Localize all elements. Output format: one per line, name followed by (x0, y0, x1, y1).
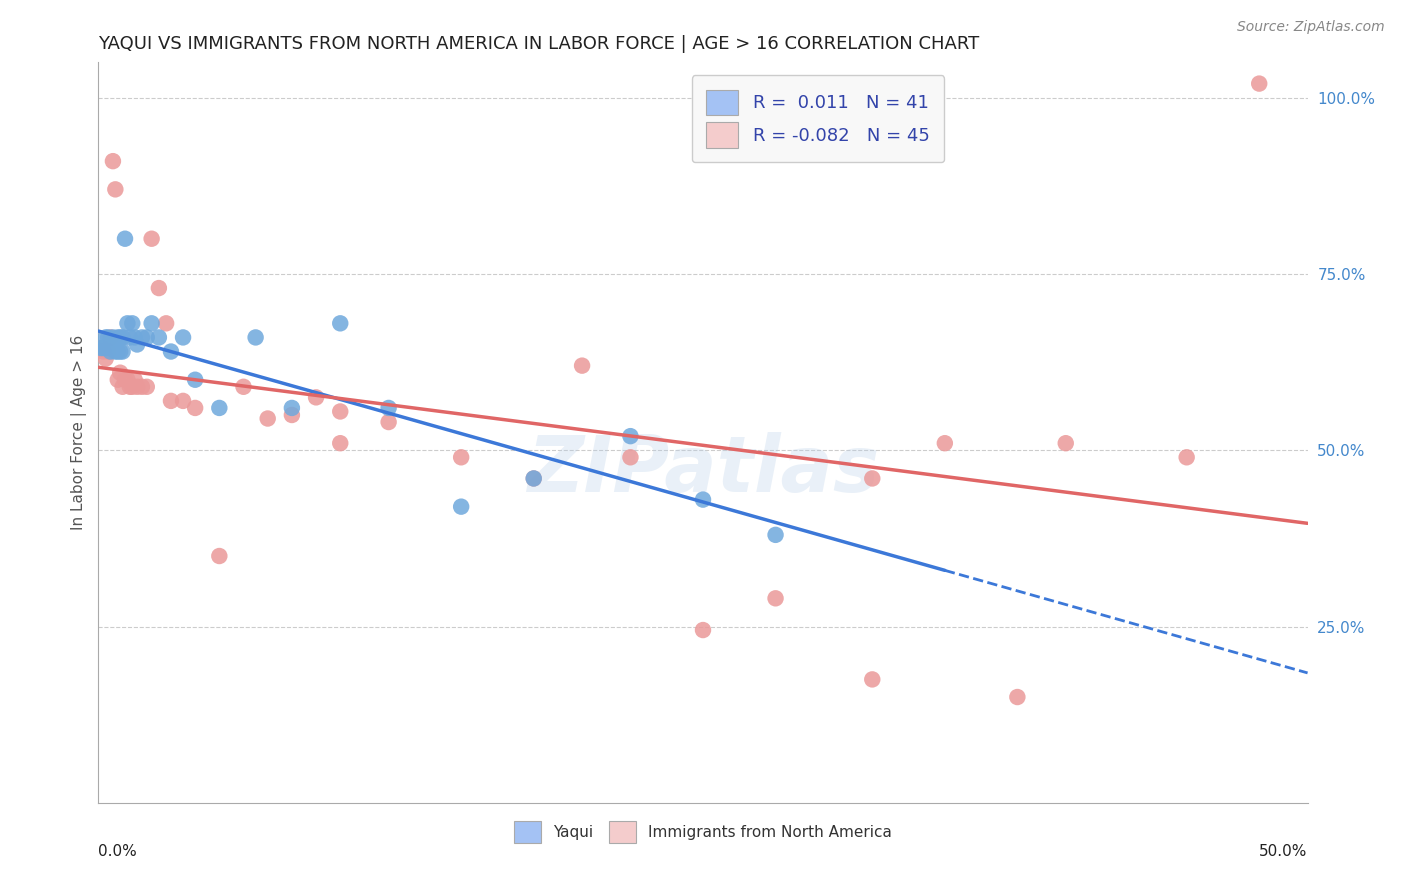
Text: Source: ZipAtlas.com: Source: ZipAtlas.com (1237, 20, 1385, 34)
Point (281, 408, 304, 422)
Point (208, 549, 231, 563)
Point (111, 344, 134, 359)
Point (90, 341, 112, 355)
Point (91, 344, 114, 359)
Point (692, 492, 714, 507)
Point (111, 380, 134, 394)
Point (91, 341, 114, 355)
Text: 50.0%: 50.0% (1260, 844, 1308, 858)
Point (160, 393, 183, 408)
Point (256, 411, 278, 425)
Point (692, 623, 714, 637)
Point (1007, 690, 1029, 704)
Point (94, 351, 117, 366)
Point (101, 154, 124, 169)
Point (90, 341, 112, 355)
Point (124, 373, 146, 387)
Point (1249, 77, 1271, 91)
Point (101, 341, 124, 355)
Point (104, 182, 127, 196)
Point (450, 450, 472, 465)
Point (141, 232, 163, 246)
Text: YAQUI VS IMMIGRANTS FROM NORTH AMERICA IN LABOR FORCE | AGE > 16 CORRELATION CHA: YAQUI VS IMMIGRANTS FROM NORTH AMERICA I… (98, 35, 980, 53)
Point (127, 380, 149, 394)
Point (523, 471, 546, 485)
Point (104, 334, 127, 348)
Point (117, 373, 139, 387)
Point (100, 330, 122, 344)
Point (329, 316, 352, 330)
Point (94, 341, 117, 355)
Text: 0.0%: 0.0% (98, 844, 138, 858)
Point (101, 330, 124, 344)
Point (619, 450, 641, 465)
Point (121, 380, 143, 394)
Point (160, 344, 183, 359)
Point (523, 471, 546, 485)
Legend: Yaqui, Immigrants from North America: Yaqui, Immigrants from North America (506, 814, 900, 851)
Point (172, 330, 194, 344)
Point (377, 401, 399, 415)
Point (97, 344, 120, 359)
Point (860, 471, 883, 485)
Point (619, 429, 641, 443)
Point (100, 344, 122, 359)
Point (184, 373, 207, 387)
Point (1054, 436, 1077, 450)
Y-axis label: In Labor Force | Age > 16: In Labor Force | Age > 16 (72, 335, 87, 530)
Point (141, 316, 163, 330)
Point (329, 436, 352, 450)
Point (377, 415, 399, 429)
Point (305, 390, 328, 404)
Point (97, 330, 120, 344)
Point (571, 359, 593, 373)
Point (117, 316, 139, 330)
Point (232, 380, 254, 394)
Point (118, 380, 141, 394)
Point (111, 330, 134, 344)
Point (135, 380, 157, 394)
Point (1175, 450, 1198, 465)
Point (94, 330, 117, 344)
Point (107, 330, 129, 344)
Point (108, 366, 131, 380)
Point (131, 380, 153, 394)
Point (184, 401, 207, 415)
Point (104, 344, 127, 359)
Point (108, 330, 131, 344)
Point (97, 341, 120, 355)
Point (450, 500, 472, 514)
Point (329, 404, 352, 418)
Point (934, 436, 956, 450)
Point (245, 330, 267, 344)
Point (107, 344, 129, 359)
Point (118, 330, 141, 344)
Point (172, 393, 194, 408)
Point (860, 673, 883, 687)
Point (281, 401, 304, 415)
Point (100, 334, 122, 348)
Point (765, 528, 787, 542)
Text: ZIPatlas: ZIPatlas (527, 432, 879, 508)
Point (148, 281, 170, 295)
Point (121, 316, 143, 330)
Point (148, 330, 170, 344)
Point (107, 373, 129, 387)
Point (114, 232, 136, 246)
Point (124, 330, 146, 344)
Point (114, 373, 136, 387)
Point (131, 330, 153, 344)
Point (135, 330, 157, 344)
Point (765, 591, 787, 606)
Point (108, 344, 131, 359)
Point (127, 337, 149, 351)
Point (208, 401, 231, 415)
Point (155, 316, 177, 330)
